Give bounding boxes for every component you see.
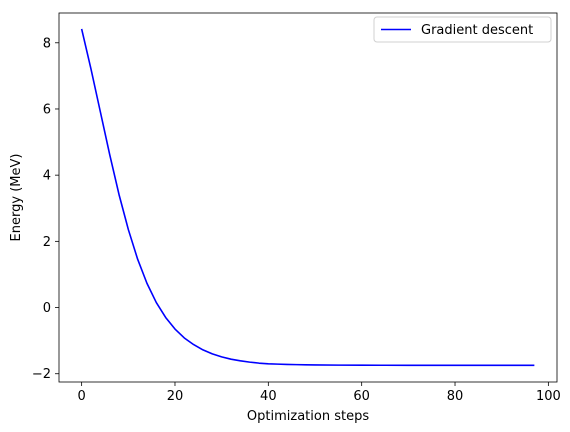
x-axis-label: Optimization steps — [247, 409, 369, 424]
x-tick-label: 60 — [353, 389, 370, 404]
series-line-0 — [80, 28, 535, 367]
x-axis-ticks: 0 20 40 60 80 100 — [77, 382, 561, 404]
x-tick-label: 80 — [447, 389, 464, 404]
legend-box — [373, 16, 552, 43]
plot-area — [80, 28, 535, 367]
y-tick-label: −2 — [32, 367, 51, 382]
x-tick-label: 40 — [260, 389, 277, 404]
y-tick-label: 0 — [43, 301, 51, 316]
x-tick-label: 100 — [536, 389, 561, 404]
x-tick-label: 0 — [77, 389, 85, 404]
x-tick-label: 20 — [167, 389, 184, 404]
y-axis-label: Energy (MeV) — [9, 154, 24, 242]
y-tick-label: 6 — [43, 102, 51, 117]
y-tick-label: 4 — [43, 169, 51, 184]
legend: Gradient descent — [373, 16, 552, 43]
plot-frame — [58, 12, 558, 383]
legend-label-gradient-descent: Gradient descent — [421, 23, 533, 38]
y-tick-label: 8 — [43, 36, 51, 51]
y-tick-label: 2 — [43, 235, 51, 250]
y-axis-ticks: −2 0 2 4 6 8 — [32, 36, 59, 382]
